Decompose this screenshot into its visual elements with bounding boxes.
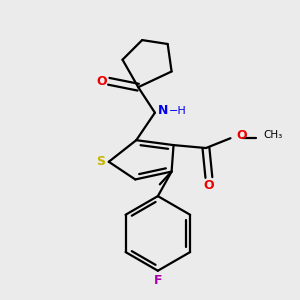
Text: O: O <box>204 179 214 192</box>
Text: O: O <box>236 129 247 142</box>
Text: CH₃: CH₃ <box>264 130 283 140</box>
Text: −H: −H <box>169 106 186 116</box>
Text: S: S <box>96 155 105 168</box>
Text: F: F <box>154 274 162 287</box>
Text: O: O <box>97 75 107 88</box>
Text: N: N <box>158 104 168 117</box>
